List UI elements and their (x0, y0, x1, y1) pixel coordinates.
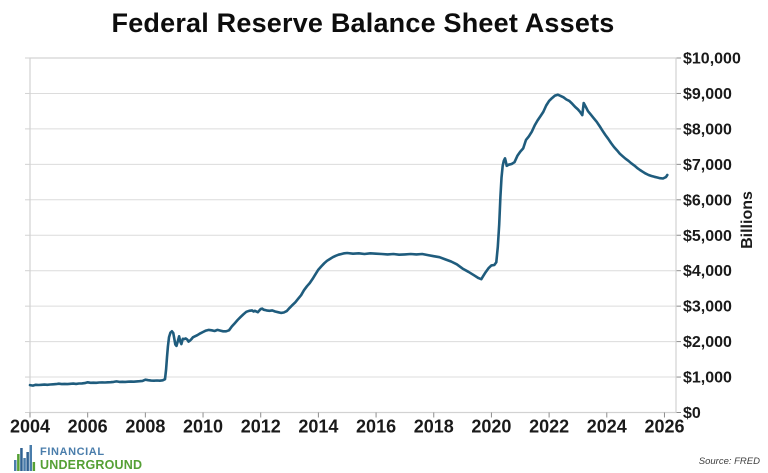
logo-line-financial: FINANCIAL (40, 445, 105, 458)
chart-title: Federal Reserve Balance Sheet Assets (111, 8, 615, 38)
y-tick-label: $2,000 (683, 334, 732, 351)
y-tick-label: $6,000 (683, 192, 732, 209)
source-attribution: Source: FRED (698, 456, 760, 467)
plot-frame (29, 57, 677, 414)
x-tick-label: 2016 (356, 417, 396, 437)
y-tick-label: $0 (683, 405, 701, 422)
x-tick-label: 2018 (414, 417, 454, 437)
logo-text: FINANCIAL UNDERGROUND (40, 445, 143, 472)
x-tick-label: 2024 (587, 417, 627, 437)
financial-underground-logo: FINANCIAL UNDERGROUND (14, 443, 142, 471)
y-tick-label: $3,000 (683, 299, 732, 316)
y-tick-label: $10,000 (683, 51, 741, 68)
x-tick-label: 2026 (644, 417, 684, 437)
x-tick-label: 2008 (125, 417, 165, 437)
x-tick-label: 2020 (471, 417, 511, 437)
balance-sheet-line (28, 93, 669, 387)
x-tick-label: 2006 (68, 417, 108, 437)
x-tick-label: 2022 (529, 417, 569, 437)
y-tick-label: $8,000 (683, 121, 732, 138)
x-tick-label: 2014 (298, 417, 338, 437)
x-tick-label: 2012 (241, 417, 281, 437)
y-tick-label: $7,000 (683, 157, 732, 174)
bar-chart-logo-icon (14, 445, 36, 471)
y-tick-label: $5,000 (683, 228, 732, 245)
y-tick-label: $1,000 (683, 370, 732, 387)
y-axis-title: Billions (739, 191, 756, 249)
y-tick-label: $9,000 (683, 86, 732, 103)
x-tick-label: 2010 (183, 417, 223, 437)
x-tick-label: 2004 (10, 417, 50, 437)
logo-line-underground: UNDERGROUND (40, 457, 143, 472)
y-tick-label: $4,000 (683, 263, 732, 280)
